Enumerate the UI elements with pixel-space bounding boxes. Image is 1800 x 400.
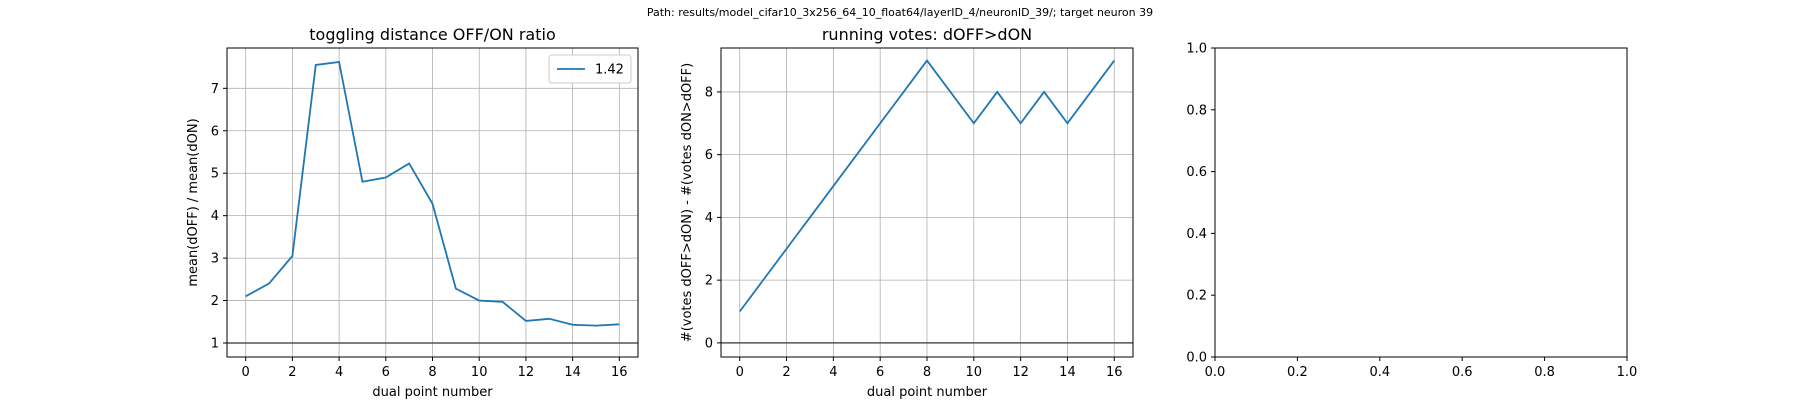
chart-3-ytick-label: 0.0	[1186, 351, 1207, 366]
chart-1-ylabel: mean(dOFF) / mean(dON)	[186, 118, 201, 286]
chart-1-xtick-label: 12	[518, 365, 535, 380]
chart-1-ytick-label: 3	[211, 252, 219, 267]
chart-1-xtick-label: 2	[288, 365, 296, 380]
chart-2-ytick-label: 4	[705, 211, 713, 226]
chart-1-xtick-label: 10	[471, 365, 488, 380]
chart-1-ytick-label: 2	[211, 294, 219, 309]
chart-2-xtick-label: 0	[736, 365, 744, 380]
chart-2-ytick-label: 6	[705, 148, 713, 163]
figure-suptitle: Path: results/model_cifar10_3x256_64_10_…	[646, 6, 1154, 19]
chart-1-xtick-label: 0	[242, 365, 250, 380]
chart-1-ytick-label: 4	[211, 209, 219, 224]
chart-3-xtick-label: 0.6	[1452, 365, 1473, 380]
chart-2-series-line	[739, 59, 1115, 313]
chart-2-xtick-label: 4	[829, 365, 837, 380]
chart-1-ytick-label: 7	[211, 82, 219, 97]
chart-3-ytick-label: 0.2	[1186, 289, 1207, 304]
chart-1-series-line	[245, 61, 620, 327]
chart-1-legend-label: 1.42	[595, 63, 624, 78]
chart-3-xtick-label: 1.0	[1617, 365, 1638, 380]
chart-2-xtick-label: 8	[923, 365, 931, 380]
chart-3-ytick-label: 0.4	[1186, 227, 1207, 242]
chart-1-ytick-label: 1	[211, 336, 219, 351]
chart-3-xtick-label: 0.4	[1369, 365, 1390, 380]
chart-3-axes-frame	[1214, 47, 1628, 358]
chart-1-title: toggling distance OFF/ON ratio	[309, 25, 555, 44]
chart-2-ytick-label: 0	[705, 336, 713, 351]
chart-1-xtick-label: 14	[564, 365, 581, 380]
chart-1-ytick-label: 5	[211, 167, 219, 182]
chart-2-xtick-label: 16	[1106, 365, 1123, 380]
chart-2-xtick-label: 10	[966, 365, 983, 380]
chart-2-xtick-label: 2	[782, 365, 790, 380]
chart-2-xtick-label: 14	[1059, 365, 1076, 380]
chart-2-title: running votes: dOFF>dON	[822, 25, 1032, 44]
chart-2-xtick-label: 12	[1012, 365, 1029, 380]
chart-2-xlabel: dual point number	[867, 385, 988, 400]
chart-1-xtick-label: 8	[428, 365, 436, 380]
chart-1-xlabel: dual point number	[372, 385, 493, 400]
chart-1-ytick-label: 6	[211, 124, 219, 139]
chart-2-ytick-label: 8	[705, 85, 713, 100]
chart-3-xtick-label: 0.2	[1287, 365, 1308, 380]
chart-3-xtick-label: 0.0	[1205, 365, 1226, 380]
chart-2-xtick-label: 6	[876, 365, 884, 380]
chart-3-xtick-label: 0.8	[1534, 365, 1555, 380]
chart-3-ytick-label: 0.6	[1186, 165, 1207, 180]
chart-3-ytick-label: 1.0	[1186, 42, 1207, 57]
chart-1-xtick-label: 16	[611, 365, 628, 380]
chart-2-ylabel: #(votes dOFF>dON) - #(votes dON>dOFF)	[680, 63, 695, 342]
chart-3-ytick-label: 0.8	[1186, 103, 1207, 118]
chart-2-ytick-label: 2	[705, 274, 713, 289]
chart-1-legend-box	[548, 54, 632, 84]
chart-1-xtick-label: 4	[335, 365, 343, 380]
chart-1-xtick-label: 6	[382, 365, 390, 380]
